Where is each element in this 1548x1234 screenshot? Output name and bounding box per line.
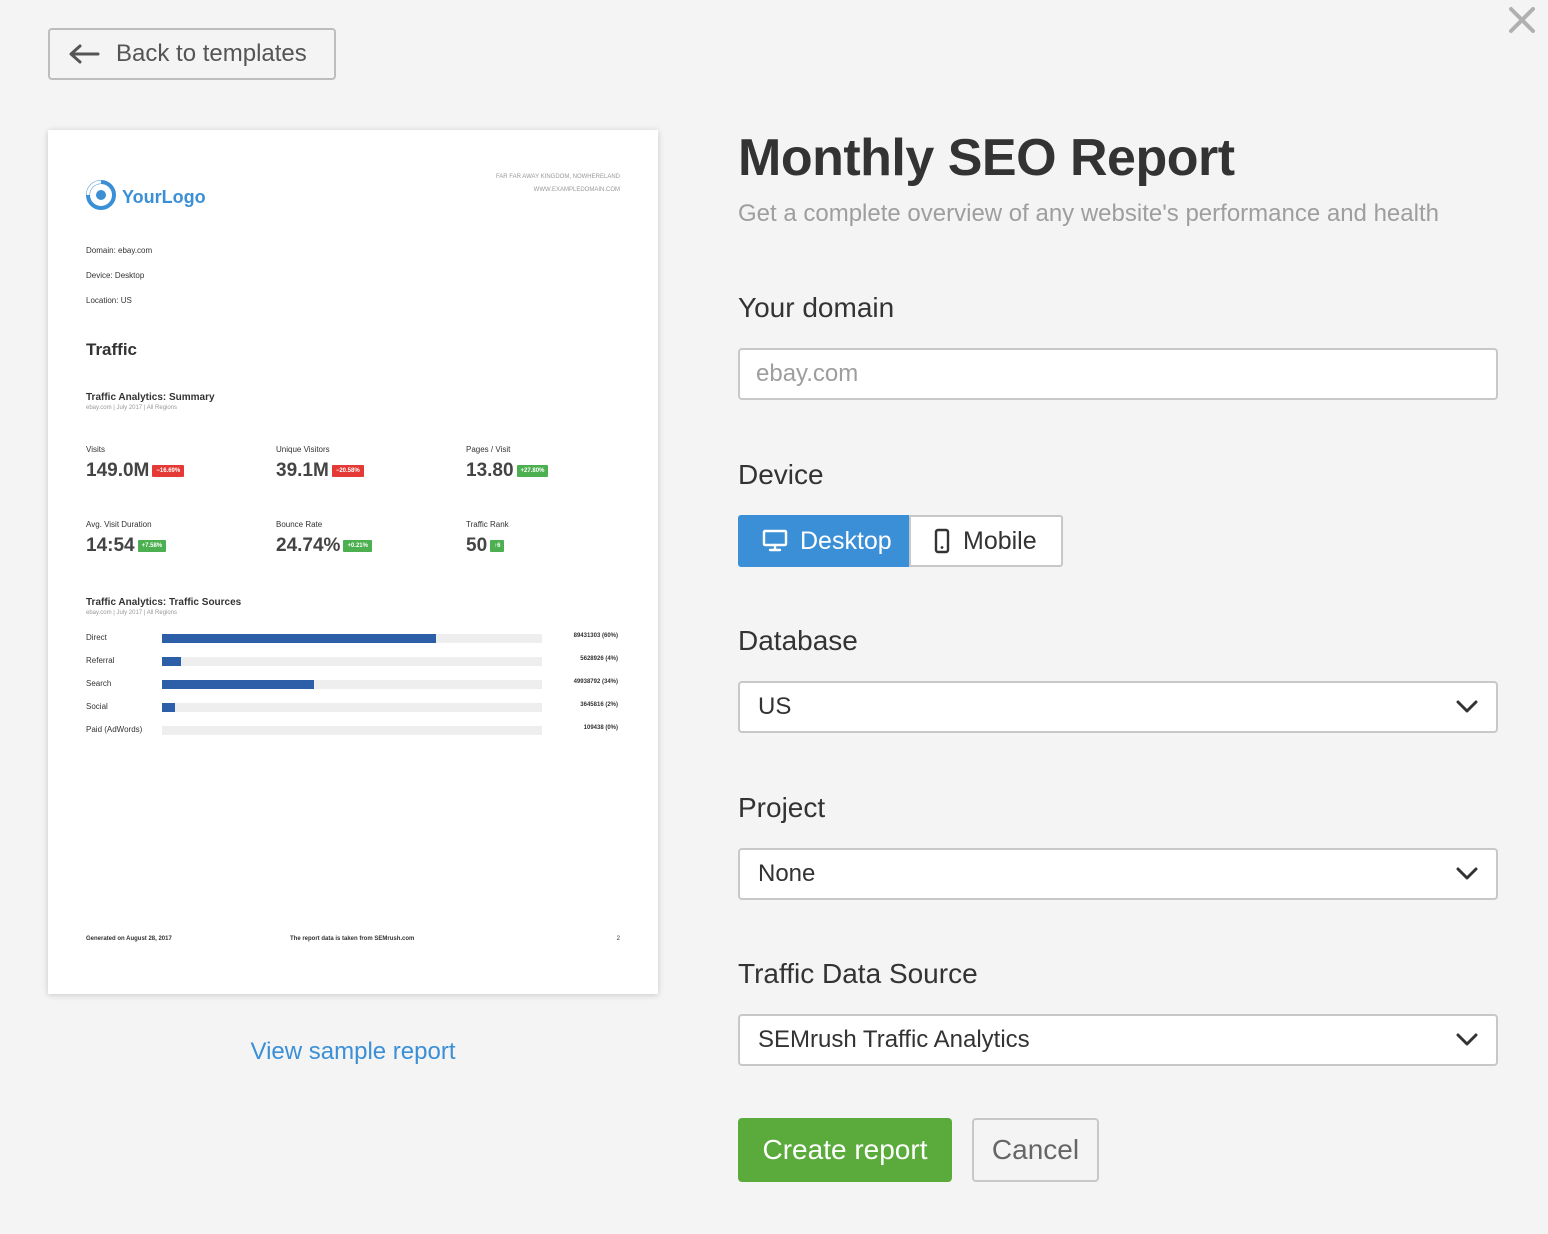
- report-preview: YourLogo FAR FAR AWAY KINGDOM, NOWHERELA…: [48, 130, 658, 994]
- preview-metric-label: Unique Visitors: [276, 445, 330, 454]
- preview-source-row: Direct 89431303 (60%): [86, 633, 618, 643]
- device-label: Device: [738, 459, 824, 490]
- device-mobile-label: Mobile: [963, 526, 1037, 555]
- preview-source-bar: [162, 657, 181, 666]
- create-report-button[interactable]: Create report: [738, 1118, 952, 1182]
- preview-metric-value: 39.1M −20.58%: [276, 460, 364, 482]
- preview-metric-value: 13.80 +27.80%: [466, 460, 549, 482]
- preview-source-value: 89431303 (60%): [573, 633, 618, 639]
- preview-metric-badge: +7.58%: [137, 540, 167, 552]
- preview-source-bar: [162, 703, 175, 712]
- preview-source-track: [162, 634, 542, 643]
- preview-metric-value: 50 ↑6: [466, 535, 505, 557]
- preview-metric-badge: −20.58%: [331, 465, 364, 477]
- preview-source-row: Paid (AdWords) 109438 (0%): [86, 725, 618, 735]
- domain-input[interactable]: [738, 348, 1498, 400]
- preview-metric-number: 24.74%: [276, 535, 341, 556]
- preview-source-label: Search: [86, 679, 112, 688]
- preview-source-value: 5628926 (4%): [580, 656, 618, 662]
- preview-source-row: Social 3645816 (2%): [86, 702, 618, 712]
- preview-footer-center: The report data is taken from SEMrush.co…: [290, 936, 415, 942]
- traffic-source-select[interactable]: SEMrush Traffic Analytics: [738, 1014, 1498, 1066]
- chevron-down-icon: [1456, 700, 1478, 714]
- preview-metric-number: 149.0M: [86, 460, 150, 481]
- back-to-templates-button[interactable]: Back to templates: [48, 28, 336, 80]
- preview-source-track: [162, 657, 542, 666]
- preview-logo: YourLogo: [86, 180, 206, 215]
- preview-metric-number: 39.1M: [276, 460, 329, 481]
- preview-summary-title: Traffic Analytics: Summary: [86, 392, 215, 403]
- preview-metric-badge: ↑6: [490, 540, 505, 552]
- preview-section-title: Traffic: [86, 340, 138, 359]
- preview-source-label: Direct: [86, 633, 107, 642]
- back-label: Back to templates: [116, 40, 307, 67]
- device-desktop-label: Desktop: [800, 526, 892, 555]
- preview-source-label: Paid (AdWords): [86, 725, 143, 734]
- database-label: Database: [738, 625, 858, 656]
- preview-metric-label: Avg. Visit Duration: [86, 520, 152, 529]
- preview-footer-left: Generated on August 28, 2017: [86, 936, 172, 942]
- preview-source-label: Social: [86, 702, 108, 711]
- project-label: Project: [738, 792, 826, 823]
- database-value: US: [758, 693, 792, 720]
- preview-source-track: [162, 726, 542, 735]
- preview-metric-label: Bounce Rate: [276, 520, 323, 529]
- preview-metric-label: Visits: [86, 445, 105, 454]
- traffic-source-value: SEMrush Traffic Analytics: [758, 1026, 1030, 1053]
- preview-address-2: WWW.EXAMPLEDOMAIN.COM: [533, 187, 620, 193]
- database-select[interactable]: US: [738, 681, 1498, 733]
- close-button[interactable]: [1504, 4, 1540, 40]
- preview-metric-label: Traffic Rank: [466, 520, 509, 529]
- preview-summary-sub: ebay.com | July 2017 | All Regions: [86, 405, 178, 411]
- preview-meta-domain: Domain: ebay.com: [86, 246, 153, 255]
- preview-meta-location: Location: US: [86, 296, 132, 305]
- preview-source-value: 49938792 (34%): [573, 679, 618, 685]
- domain-label: Your domain: [738, 292, 895, 323]
- device-toggle: Desktop Mobile: [738, 515, 1063, 567]
- cancel-button[interactable]: Cancel: [972, 1118, 1099, 1182]
- close-icon: [1507, 5, 1537, 40]
- preview-metric-badge: +0.21%: [343, 540, 372, 552]
- preview-metric-value: 24.74% +0.21%: [276, 535, 372, 557]
- preview-metric-number: 50: [466, 535, 488, 556]
- preview-source-row: Search 49938792 (34%): [86, 679, 618, 689]
- preview-source-track: [162, 703, 542, 712]
- preview-source-bar: [162, 634, 436, 643]
- project-select[interactable]: None: [738, 848, 1498, 900]
- monitor-icon: [762, 529, 788, 553]
- chevron-down-icon: [1456, 1033, 1478, 1047]
- preview-metric-number: 14:54: [86, 535, 135, 556]
- preview-metric-value: 149.0M −16.69%: [86, 460, 185, 482]
- phone-icon: [933, 528, 951, 554]
- logo-icon: [86, 180, 116, 215]
- traffic-source-label: Traffic Data Source: [738, 958, 978, 989]
- preview-address-1: FAR FAR AWAY KINGDOM, NOWHERELAND: [495, 174, 620, 180]
- preview-source-track: [162, 680, 542, 689]
- page-title: Monthly SEO Report: [738, 129, 1235, 187]
- preview-source-row: Referral 5628926 (4%): [86, 656, 618, 666]
- preview-sources-sub: ebay.com | July 2017 | All Regions: [86, 610, 178, 616]
- preview-metric-number: 13.80: [466, 460, 514, 481]
- preview-metric-badge: −16.69%: [152, 465, 185, 477]
- preview-source-value: 3645816 (2%): [580, 702, 618, 708]
- chevron-down-icon: [1456, 867, 1478, 881]
- view-sample-report-link[interactable]: View sample report: [250, 1038, 456, 1065]
- preview-footer-page: 2: [616, 936, 620, 942]
- project-value: None: [758, 860, 816, 887]
- logo-text: YourLogo: [122, 187, 206, 207]
- preview-meta-device: Device: Desktop: [86, 271, 145, 280]
- preview-metric-badge: +27.80%: [516, 465, 549, 477]
- preview-metric-label: Pages / Visit: [466, 445, 511, 454]
- preview-source-label: Referral: [86, 656, 115, 665]
- preview-source-value: 109438 (0%): [583, 725, 618, 731]
- preview-source-bar: [162, 680, 314, 689]
- arrow-left-icon: [68, 43, 100, 65]
- device-desktop-button[interactable]: Desktop: [738, 515, 910, 567]
- device-mobile-button[interactable]: Mobile: [909, 515, 1063, 567]
- preview-metric-value: 14:54 +7.58%: [86, 535, 167, 557]
- page-subtitle: Get a complete overview of any website's…: [738, 200, 1439, 227]
- preview-sources-title: Traffic Analytics: Traffic Sources: [86, 597, 242, 608]
